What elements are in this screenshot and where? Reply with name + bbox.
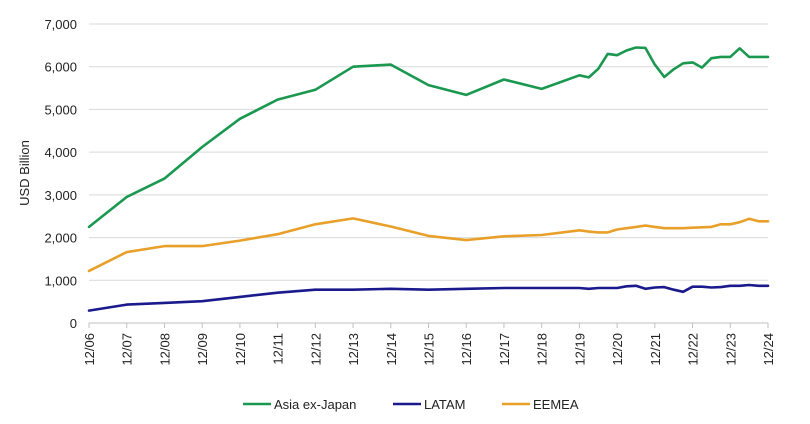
x-tick-label: 12/07 [120, 333, 135, 366]
x-tick-label: 12/08 [157, 333, 172, 366]
x-tick-label: 12/15 [422, 333, 437, 366]
series-line-asia-ex-japan [87, 46, 770, 229]
y-axis-title: USD Billion [17, 140, 32, 206]
y-tick-label: 3,000 [44, 188, 77, 203]
series-line-latam [87, 283, 770, 312]
x-tick-label: 12/11 [271, 333, 286, 365]
x-tick-label: 12/24 [761, 333, 776, 366]
y-tick-label: 4,000 [44, 145, 77, 160]
y-tick-labels: 0 1,000 2,000 3,000 4,000 5,000 6,000 7,000 [44, 17, 77, 331]
axes [88, 322, 769, 328]
x-tick-label: 12/14 [384, 333, 399, 366]
legend: Asia ex-Japan LATAM EEMEA [243, 397, 579, 412]
x-tick-label: 12/16 [459, 333, 474, 366]
y-tick-label: 7,000 [44, 17, 77, 32]
y-tick-label: 2,000 [44, 231, 77, 246]
y-tick-label: 6,000 [44, 60, 77, 75]
y-tick-label: 5,000 [44, 102, 77, 117]
x-tick-label: 12/13 [346, 333, 361, 366]
series-lines [87, 46, 770, 312]
gridlines [89, 23, 768, 281]
x-tick-label: 12/17 [497, 333, 512, 366]
x-tick-label: 12/21 [648, 333, 663, 366]
x-tick-label: 12/19 [572, 333, 587, 366]
x-tick-label: 12/09 [195, 333, 210, 366]
y-tick-label: 1,000 [44, 273, 77, 288]
x-tick-label: 12/12 [308, 333, 323, 366]
x-tick-label: 12/06 [82, 333, 97, 366]
legend-label: LATAM [424, 397, 465, 412]
legend-label: Asia ex-Japan [274, 397, 356, 412]
x-tick-label: 12/18 [535, 333, 550, 366]
x-tick-label: 12/22 [686, 333, 701, 366]
x-tick-label: 12/23 [723, 333, 738, 366]
series-line-eemea [87, 217, 770, 273]
legend-label: EEMEA [533, 397, 579, 412]
x-tick-label: 12/10 [233, 333, 248, 366]
y-tick-label: 0 [70, 316, 77, 331]
x-tick-labels: 12/06 12/07 12/08 12/09 12/10 12/11 12/12 12/13… [82, 333, 776, 366]
x-tick-label: 12/20 [610, 333, 625, 366]
